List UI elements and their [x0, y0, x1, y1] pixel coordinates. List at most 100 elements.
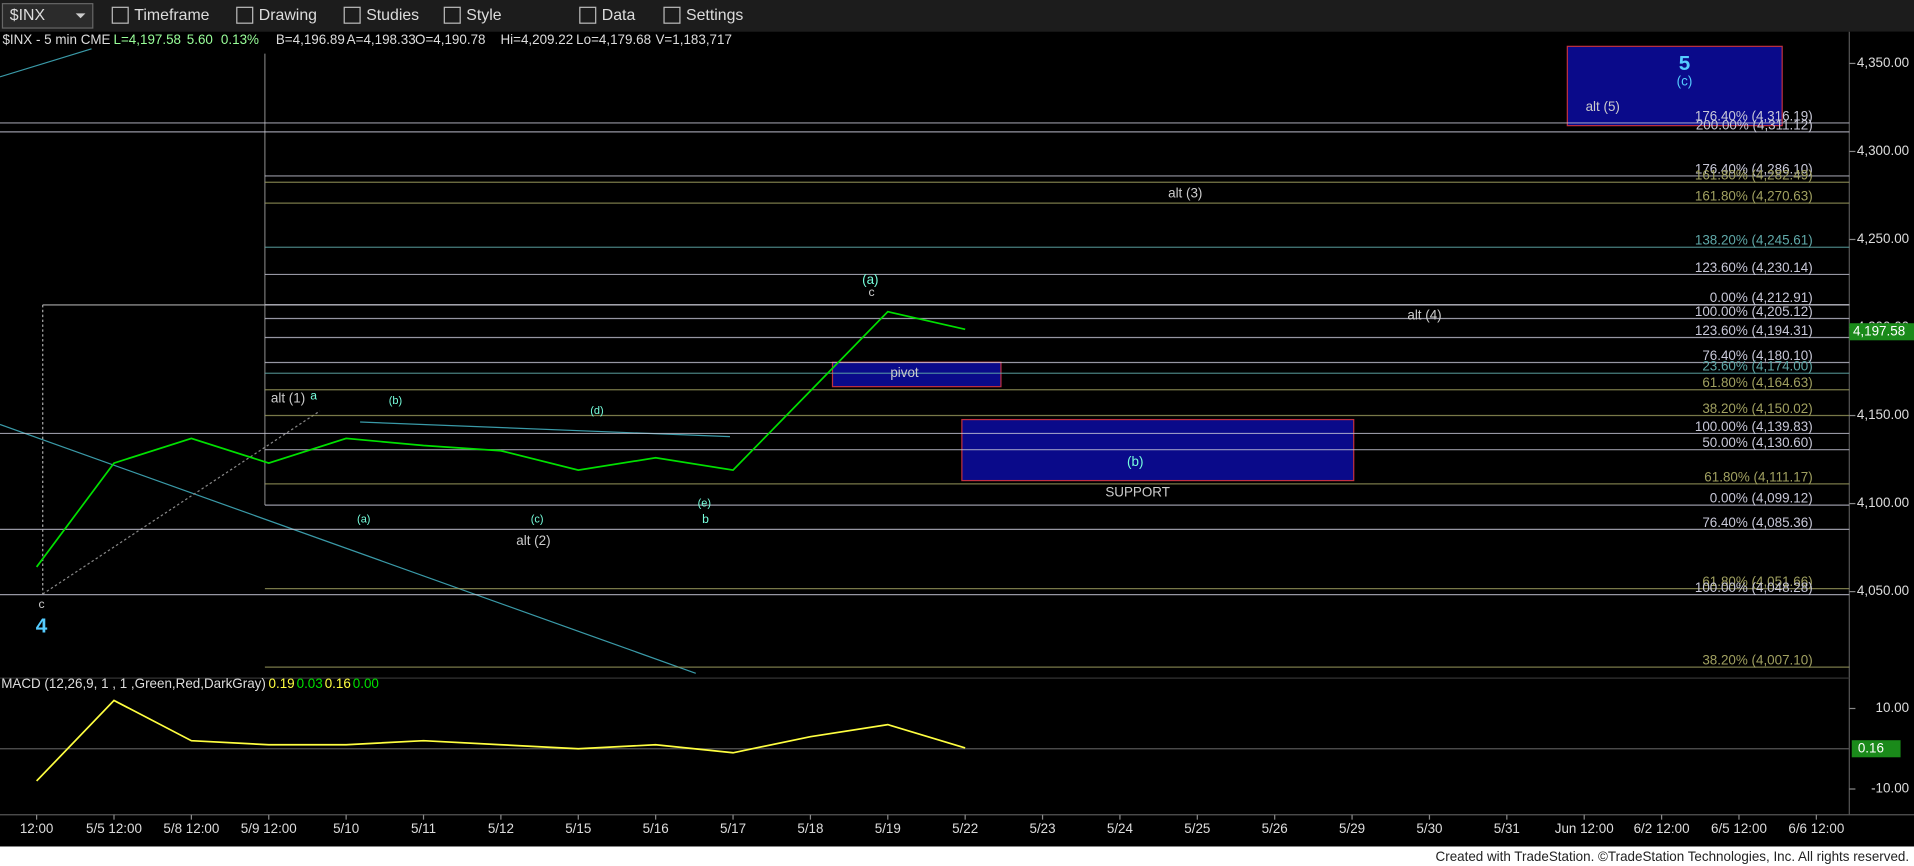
wave-label: 4: [36, 614, 48, 637]
series-line: [36, 699, 966, 782]
x-tick-label: 5/12: [488, 821, 514, 836]
x-tick-label: 5/11: [411, 821, 436, 836]
x-tick-label: 5/30: [1416, 821, 1442, 836]
toolbar-icon[interactable]: [443, 6, 461, 24]
level-label: 138.20% (4,245.61): [1695, 233, 1813, 248]
x-tick-label: 5/5 12:00: [86, 821, 142, 836]
price-tag-bg: [1849, 323, 1914, 341]
level-label: 0.00% (4,099.12): [1710, 491, 1813, 506]
level-label: 76.40% (4,085.36): [1702, 515, 1812, 530]
symbol[interactable]: $INX: [10, 7, 46, 24]
level-label: 61.80% (4,111.17): [1704, 469, 1812, 484]
x-tick-label: 5/19: [875, 821, 901, 836]
macd-reading: 0.03: [297, 676, 323, 691]
macd-reading: 0.16: [325, 676, 351, 691]
level-label: 123.60% (4,230.14): [1695, 260, 1813, 275]
y-tick-label: 4,350.00: [1857, 55, 1909, 70]
x-tick-label: 5/9 12:00: [241, 821, 297, 836]
x-tick-label: 5/25: [1184, 821, 1210, 836]
wave-label: (b): [389, 395, 402, 407]
macd-last: 0.16: [1858, 740, 1884, 755]
x-tick-label: 12:00: [20, 821, 54, 836]
level-label: 50.00% (4,130.60): [1702, 435, 1812, 450]
series-name: $INX - 5 min CME: [2, 32, 110, 47]
toolbar-icon[interactable]: [236, 6, 254, 24]
level-label: 0.00% (4,212.91): [1710, 290, 1813, 305]
trend-line: [0, 423, 696, 674]
wave-label: alt (2): [516, 533, 550, 548]
x-tick-label: 5/23: [1030, 821, 1056, 836]
x-tick-label: 5/31: [1494, 821, 1520, 836]
wave-label: SUPPORT: [1105, 484, 1170, 499]
footer: Created with TradeStation. ©TradeStation…: [1436, 849, 1910, 864]
x-tick-label: Jun 12:00: [1555, 821, 1614, 836]
x-tick-label: 5/10: [333, 821, 359, 836]
level-label: 176.40% (4,286.10): [1695, 161, 1813, 176]
x-tick-label: 5/18: [797, 821, 823, 836]
macd-reading: 0.19: [269, 676, 295, 691]
x-tick-label: 5/22: [952, 821, 978, 836]
wave-label: c: [869, 285, 875, 299]
wave-label: b: [702, 512, 709, 526]
toolbar-button[interactable]: Timeframe: [134, 7, 209, 24]
wave-label: 5: [1679, 52, 1691, 75]
y-tick-label: 4,300.00: [1857, 143, 1909, 158]
y-tick-label: -10.00: [1871, 781, 1909, 796]
y-tick-label: 10.00: [1876, 700, 1910, 715]
header-field: V=1,183,717: [655, 32, 731, 47]
toolbar-button[interactable]: Data: [602, 7, 636, 24]
toolbar-button[interactable]: Settings: [686, 7, 743, 24]
toolbar-button[interactable]: Style: [466, 7, 501, 24]
level-label: 100.00% (4,048.28): [1695, 580, 1813, 595]
wave-label: alt (4): [1407, 307, 1441, 322]
level-label: 61.80% (4,164.63): [1702, 375, 1812, 390]
macd-title: MACD (12,26,9, 1 , 1 ,Green,Red,DarkGray…: [1, 676, 266, 691]
wave-label: (a): [357, 514, 370, 526]
x-tick-label: 5/15: [565, 821, 591, 836]
price-tag: 4,197.58: [1853, 323, 1905, 338]
toolbar-icon[interactable]: [343, 6, 361, 24]
toolbar-icon[interactable]: [663, 6, 681, 24]
wave-label: pivot: [890, 365, 919, 380]
wave-label: alt (5): [1586, 99, 1620, 114]
price-tag-bg: [1851, 740, 1901, 758]
x-tick-label: 5/24: [1107, 821, 1134, 836]
y-tick-label: 4,050.00: [1857, 583, 1909, 598]
toolbar-icon[interactable]: [111, 6, 129, 24]
header-field: A=4,198.33: [347, 32, 416, 47]
header-field: 5.60: [187, 32, 213, 47]
wave-label: (c): [531, 514, 544, 526]
x-tick-label: 5/17: [720, 821, 746, 836]
target-box: [1566, 45, 1783, 127]
header-field: Lo=4,179.68: [576, 32, 651, 47]
symbol-box[interactable]: [1, 3, 94, 29]
wave-label: a: [310, 389, 317, 403]
header-field: 0.13%: [221, 32, 259, 47]
level-label: 61.80% (4,051.66): [1702, 574, 1812, 589]
x-tick-label: 5/29: [1339, 821, 1365, 836]
wave-label: c: [38, 597, 44, 611]
wave-label: alt (1): [271, 390, 305, 405]
wave-label: (a): [862, 272, 878, 287]
header-field: Hi=4,209.22: [500, 32, 573, 47]
x-tick-label: 6/6 12:00: [1788, 821, 1844, 836]
wave-label: (d): [590, 405, 603, 417]
toolbar-icon[interactable]: [579, 6, 597, 24]
trend-line: [0, 48, 92, 78]
toolbar-button[interactable]: Drawing: [259, 7, 317, 24]
level-label: 76.40% (4,180.10): [1702, 348, 1812, 363]
toolbar-button[interactable]: Studies: [366, 7, 419, 24]
wave-label: (e): [698, 498, 711, 510]
wave-label: (b): [1127, 454, 1143, 469]
series-line: [35, 310, 966, 568]
price-axis: [1849, 31, 1914, 847]
x-tick-label: 5/16: [643, 821, 669, 836]
pivot-box: [831, 361, 1002, 388]
level-label: 161.80% (4,282.49): [1695, 168, 1813, 183]
x-tick-label: 6/5 12:00: [1711, 821, 1767, 836]
level-label: 38.20% (4,007.10): [1702, 653, 1812, 668]
x-tick-label: 5/8 12:00: [163, 821, 219, 836]
wave-label: (c): [1677, 73, 1693, 88]
trend-line: [360, 421, 730, 438]
